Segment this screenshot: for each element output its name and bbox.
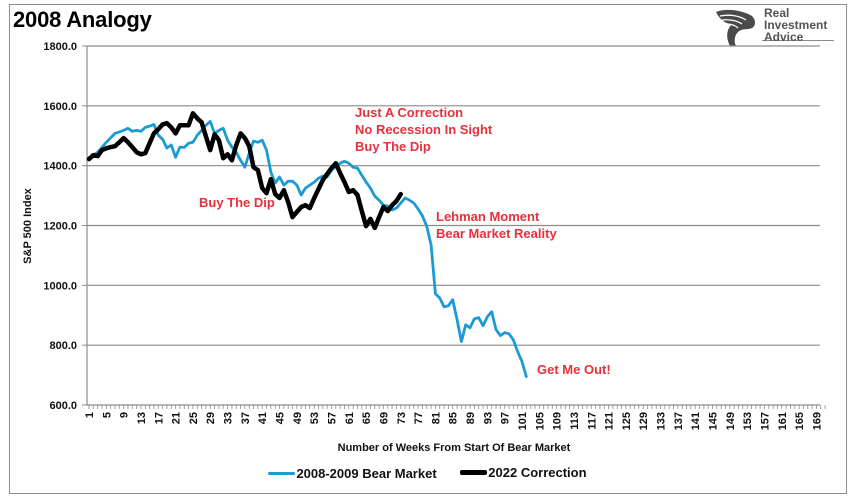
x-tick-label: 77: [413, 412, 425, 424]
annotation-lehman-moment: Lehman Moment: [436, 209, 540, 224]
legend-item-2008: 2008-2009 Bear Market: [268, 466, 437, 481]
logo-line-2: Investment: [764, 18, 828, 32]
x-tick-label: 1: [84, 412, 96, 418]
annotation-just-a-correction: Buy The Dip: [355, 139, 431, 154]
y-tick-label: 1200.0: [43, 221, 77, 233]
x-tick-label: 61: [344, 412, 356, 424]
x-tick-label: 133: [656, 412, 668, 430]
x-tick-label: 137: [673, 412, 685, 430]
annotation-lehman-moment: Bear Market Reality: [436, 226, 557, 241]
x-tick-label: 121: [604, 412, 616, 430]
y-tick-label: 600.0: [49, 400, 77, 412]
x-tick-label: 5: [101, 412, 113, 418]
eagle-logo-icon: [716, 9, 834, 46]
x-tick-label: 21: [171, 412, 183, 424]
x-tick-label: 53: [309, 412, 321, 424]
logo-text: Real Investment Advice: [764, 7, 827, 43]
x-tick-label: 81: [430, 412, 442, 424]
annotation-buy-the-dip: Buy The Dip: [199, 195, 275, 210]
legend: 2008-2009 Bear Market 2022 Correction: [0, 463, 855, 481]
chart-frame: [9, 4, 847, 494]
annotation-just-a-correction: No Recession In Sight: [355, 122, 493, 137]
x-tick-label: 125: [621, 412, 633, 430]
x-tick-label: 89: [465, 412, 477, 424]
logo-line-3: Advice: [764, 30, 804, 44]
x-axis-label: Number of Weeks From Start Of Bear Marke…: [338, 442, 571, 454]
x-tick-label: 41: [257, 412, 269, 424]
chart-title: 2008 Analogy: [13, 7, 152, 32]
annotation-get-me-out: Get Me Out!: [537, 362, 611, 377]
x-tick-label: 17: [153, 412, 165, 424]
x-tick-label: 129: [638, 412, 650, 430]
x-tick-label: 117: [586, 412, 598, 430]
x-tick-label: 145: [708, 412, 720, 430]
legend-label-2022: 2022 Correction: [488, 465, 587, 480]
legend-swatch-black: [460, 470, 488, 475]
x-tick-label: 141: [690, 412, 702, 430]
x-tick-label: 57: [326, 412, 338, 424]
x-tick-label: 69: [378, 412, 390, 424]
x-tick-label: 25: [188, 412, 200, 424]
legend-item-2022: 2022 Correction: [460, 465, 587, 480]
legend-label-2008: 2008-2009 Bear Market: [296, 466, 437, 481]
x-tick-label: 73: [396, 412, 408, 424]
annotation-just-a-correction: Just A Correction: [355, 105, 463, 120]
x-tick-label: 161: [777, 412, 789, 430]
x-tick-label: 149: [725, 412, 737, 430]
x-tick-label: 105: [534, 412, 546, 430]
logo-line-1: Real: [764, 6, 790, 20]
y-tick-label: 1400.0: [43, 161, 77, 173]
x-tick-label: 37: [240, 412, 252, 424]
x-tick-label: 109: [552, 412, 564, 430]
x-tick-label: 85: [448, 412, 460, 424]
x-tick-label: 13: [136, 412, 148, 424]
x-tick-label: 33: [223, 412, 235, 424]
legend-swatch-blue: [268, 472, 296, 475]
x-tick-label: 9: [119, 412, 131, 418]
x-tick-label: 153: [742, 412, 754, 430]
x-tick-label: 157: [759, 412, 771, 430]
x-tick-label: 49: [292, 412, 304, 424]
x-tick-label: 169: [811, 412, 823, 430]
x-tick-label: 113: [569, 412, 581, 430]
y-axis-label: S&P 500 Index: [22, 187, 34, 263]
x-tick-label: 29: [205, 412, 217, 424]
y-tick-label: 800.0: [49, 340, 77, 352]
y-tick-label: 1000.0: [43, 280, 77, 292]
x-tick-label: 97: [500, 412, 512, 424]
y-tick-label: 1800.0: [43, 41, 77, 53]
x-tick-label: 65: [361, 412, 373, 424]
series-line-2022: [86, 111, 404, 231]
x-tick-label: 45: [275, 412, 287, 424]
x-tick-label: 101: [517, 412, 529, 430]
x-tick-label: 93: [482, 412, 494, 424]
y-tick-label: 1600.0: [43, 101, 77, 113]
x-tick-label: 165: [794, 412, 806, 430]
series-line-2008-2009: [87, 120, 528, 379]
